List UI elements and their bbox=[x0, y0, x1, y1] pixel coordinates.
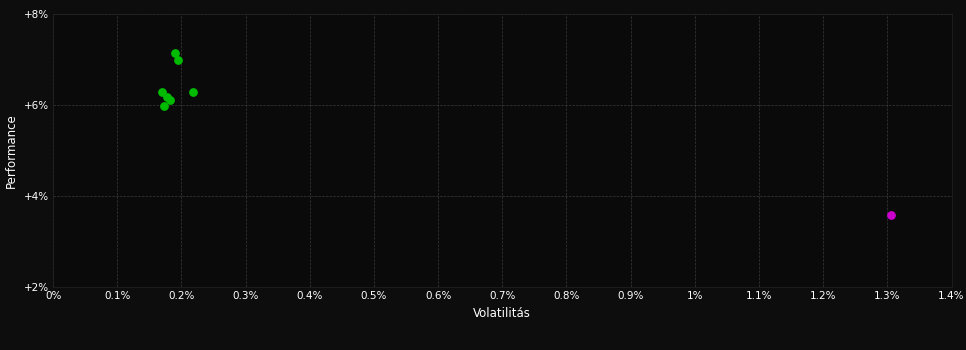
Point bbox=[156, 103, 171, 109]
Point bbox=[162, 98, 178, 103]
Point bbox=[185, 90, 201, 95]
Point bbox=[171, 57, 186, 62]
Y-axis label: Performance: Performance bbox=[5, 113, 18, 188]
Point bbox=[155, 90, 170, 95]
Point bbox=[167, 50, 183, 56]
Point bbox=[883, 212, 898, 218]
Point bbox=[159, 94, 175, 100]
X-axis label: Volatilitás: Volatilitás bbox=[473, 307, 531, 320]
